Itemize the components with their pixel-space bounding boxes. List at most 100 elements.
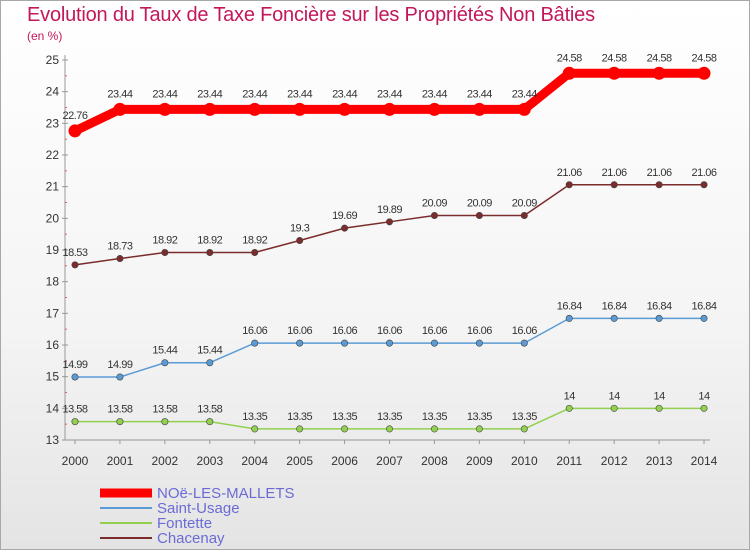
series-point xyxy=(68,124,82,138)
data-label: 24.58 xyxy=(557,52,582,64)
data-label: 22.76 xyxy=(62,110,87,122)
series-point xyxy=(116,255,124,263)
data-label: 16.06 xyxy=(422,325,447,337)
y-tick-label: 16 xyxy=(46,338,60,352)
series-point xyxy=(520,211,528,219)
series-point xyxy=(517,102,531,116)
x-tick-label: 2005 xyxy=(286,454,313,468)
y-tick-label: 19 xyxy=(46,243,60,257)
series-point xyxy=(565,314,573,322)
series-point xyxy=(475,425,483,433)
data-label: 18.73 xyxy=(107,241,132,253)
data-label: 19.3 xyxy=(290,223,310,235)
series-point xyxy=(610,181,618,189)
chart-unit: (en %) xyxy=(27,29,63,43)
data-label: 23.44 xyxy=(467,88,492,100)
legend-label: Chacenay xyxy=(157,530,225,547)
series-point xyxy=(161,359,169,367)
series-point xyxy=(341,425,349,433)
data-label: 16.06 xyxy=(467,325,492,337)
data-label: 16.06 xyxy=(512,325,537,337)
y-tick-label: 23 xyxy=(46,116,60,130)
data-label: 19.69 xyxy=(332,210,357,222)
y-tick-label: 24 xyxy=(46,85,60,99)
data-label: 16.84 xyxy=(647,300,672,312)
series-point xyxy=(610,314,618,322)
data-label: 14 xyxy=(564,390,576,402)
data-label: 21.06 xyxy=(692,167,717,179)
series-point xyxy=(251,339,259,347)
series-point xyxy=(296,237,304,245)
x-tick-label: 2000 xyxy=(62,454,89,468)
x-tick-label: 2006 xyxy=(331,454,358,468)
series-point xyxy=(71,418,79,426)
data-label: 16.06 xyxy=(287,325,312,337)
x-tick-label: 2010 xyxy=(511,454,538,468)
y-tick-label: 21 xyxy=(46,180,60,194)
data-label: 19.89 xyxy=(377,204,402,216)
series-point xyxy=(520,425,528,433)
data-label: 20.09 xyxy=(512,197,537,209)
series-point xyxy=(652,66,666,80)
series-point xyxy=(386,218,394,226)
data-label: 16.06 xyxy=(332,325,357,337)
chart-axes: 13 14 15 16 17 18 19 20 21 22 23 24 25 2000 2001 2002 20… xyxy=(46,53,718,468)
data-label: 23.44 xyxy=(332,88,357,100)
data-label: 20.09 xyxy=(422,197,447,209)
series-point xyxy=(386,425,394,433)
y-tick-label: 17 xyxy=(46,306,60,320)
data-label: 21.06 xyxy=(557,167,582,179)
data-label: 13.35 xyxy=(467,411,492,423)
series-point xyxy=(251,425,259,433)
series-point xyxy=(161,249,169,257)
series-point xyxy=(472,102,486,116)
data-label: 13.58 xyxy=(62,404,87,416)
x-tick-label: 2001 xyxy=(107,454,134,468)
y-tick-label: 14 xyxy=(46,401,60,415)
series-point xyxy=(607,66,621,80)
series-point xyxy=(206,249,214,257)
chart-series xyxy=(68,66,711,433)
data-label: 14 xyxy=(698,390,710,402)
y-tick-label: 20 xyxy=(46,211,60,225)
x-tick-label: 2014 xyxy=(691,454,718,468)
series-point xyxy=(475,339,483,347)
data-label: 24.58 xyxy=(602,52,627,64)
series-point xyxy=(430,339,438,347)
data-label: 13.58 xyxy=(197,404,222,416)
data-label: 20.09 xyxy=(467,197,492,209)
data-label: 16.84 xyxy=(692,300,717,312)
data-label: 18.92 xyxy=(242,235,267,247)
x-tick-label: 2009 xyxy=(466,454,493,468)
series-point xyxy=(71,261,79,269)
y-tick-label: 13 xyxy=(46,433,60,447)
series-point xyxy=(161,418,169,426)
chart-legend: NOë-LES-MALLETSSaint-UsageFontetteChacen… xyxy=(100,485,295,547)
data-label: 14.99 xyxy=(62,359,87,371)
series-point xyxy=(386,339,394,347)
series-point xyxy=(700,404,708,412)
y-tick-label: 22 xyxy=(46,148,60,162)
series-point xyxy=(251,249,259,257)
legend-label: NOë-LES-MALLETS xyxy=(157,485,295,502)
data-label: 18.92 xyxy=(197,235,222,247)
data-label: 23.44 xyxy=(512,88,537,100)
series-point xyxy=(341,224,349,232)
series-point xyxy=(341,339,349,347)
data-label: 18.92 xyxy=(152,235,177,247)
series-point xyxy=(206,359,214,367)
data-label: 13.58 xyxy=(107,404,132,416)
series-point xyxy=(520,339,528,347)
data-label: 14.99 xyxy=(107,359,132,371)
x-tick-label: 2004 xyxy=(241,454,268,468)
data-label: 23.44 xyxy=(197,88,222,100)
data-label: 24.58 xyxy=(647,52,672,64)
data-label: 16.06 xyxy=(377,325,402,337)
series-point xyxy=(700,181,708,189)
series-point xyxy=(248,102,262,116)
data-label: 23.44 xyxy=(377,88,402,100)
series-point xyxy=(610,404,618,412)
y-tick-label: 18 xyxy=(46,275,60,289)
chart-data-labels: 18.53 18.73 18.92 18.92 18.92 19.3 19.69 19.89 2… xyxy=(62,52,717,423)
